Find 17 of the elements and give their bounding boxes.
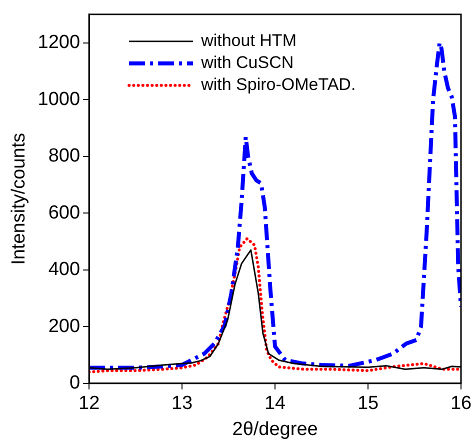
x-tick-label: 16: [450, 393, 472, 414]
x-tick-label: 15: [357, 393, 379, 414]
y-axis-title: Intensity/counts: [8, 132, 30, 265]
y-tick-label: 1000: [38, 88, 80, 110]
y-tick-label: 800: [48, 146, 80, 167]
y-tick-label: 0: [69, 372, 80, 394]
x-axis-title: 2θ/degree: [232, 418, 318, 440]
legend-label: with Spiro-OMeTAD.: [200, 75, 356, 94]
y-tick-label: 200: [48, 316, 80, 337]
y-tick-label: 400: [48, 259, 80, 280]
legend-label: without HTM: [200, 31, 296, 50]
x-tick-label: 14: [264, 393, 286, 414]
x-tick-label: 13: [171, 393, 193, 414]
y-tick-label: 600: [48, 202, 80, 224]
legend-label: with CuSCN: [200, 53, 294, 72]
y-tick-label: 1200: [38, 32, 80, 54]
x-tick-label: 12: [78, 393, 100, 414]
